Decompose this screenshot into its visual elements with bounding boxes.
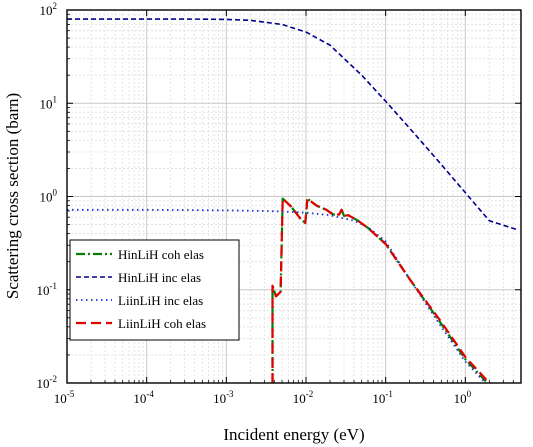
legend-box	[69, 239, 240, 341]
y-tick-labels: 10-2 10-1 100 101 102	[37, 1, 58, 391]
axis-ticks	[66, 9, 522, 384]
y-tick-label: 10-2	[37, 374, 58, 391]
legend-label-4: LiinLiH coh elas	[118, 316, 206, 331]
series-line-2	[67, 18, 518, 231]
y-tick-label: 102	[40, 1, 58, 18]
y-axis-title: Scattering cross section (barn)	[3, 93, 22, 299]
y-tick-label: 100	[40, 188, 58, 205]
legend-label-1: HinLiH coh elas	[118, 247, 204, 262]
series-layer	[67, 18, 518, 383]
legend-label-3: LiinLiH inc elas	[118, 293, 203, 308]
y-tick-label: 10-1	[37, 281, 58, 298]
y-tick-label: 101	[40, 94, 58, 111]
x-axis-title: Incident energy (eV)	[223, 425, 364, 444]
legend-label-2: HinLiH inc elas	[118, 270, 201, 285]
legend: HinLiH coh elas HinLiH inc elas LiinLiH in…	[69, 239, 240, 341]
series-line-3	[67, 208, 487, 383]
